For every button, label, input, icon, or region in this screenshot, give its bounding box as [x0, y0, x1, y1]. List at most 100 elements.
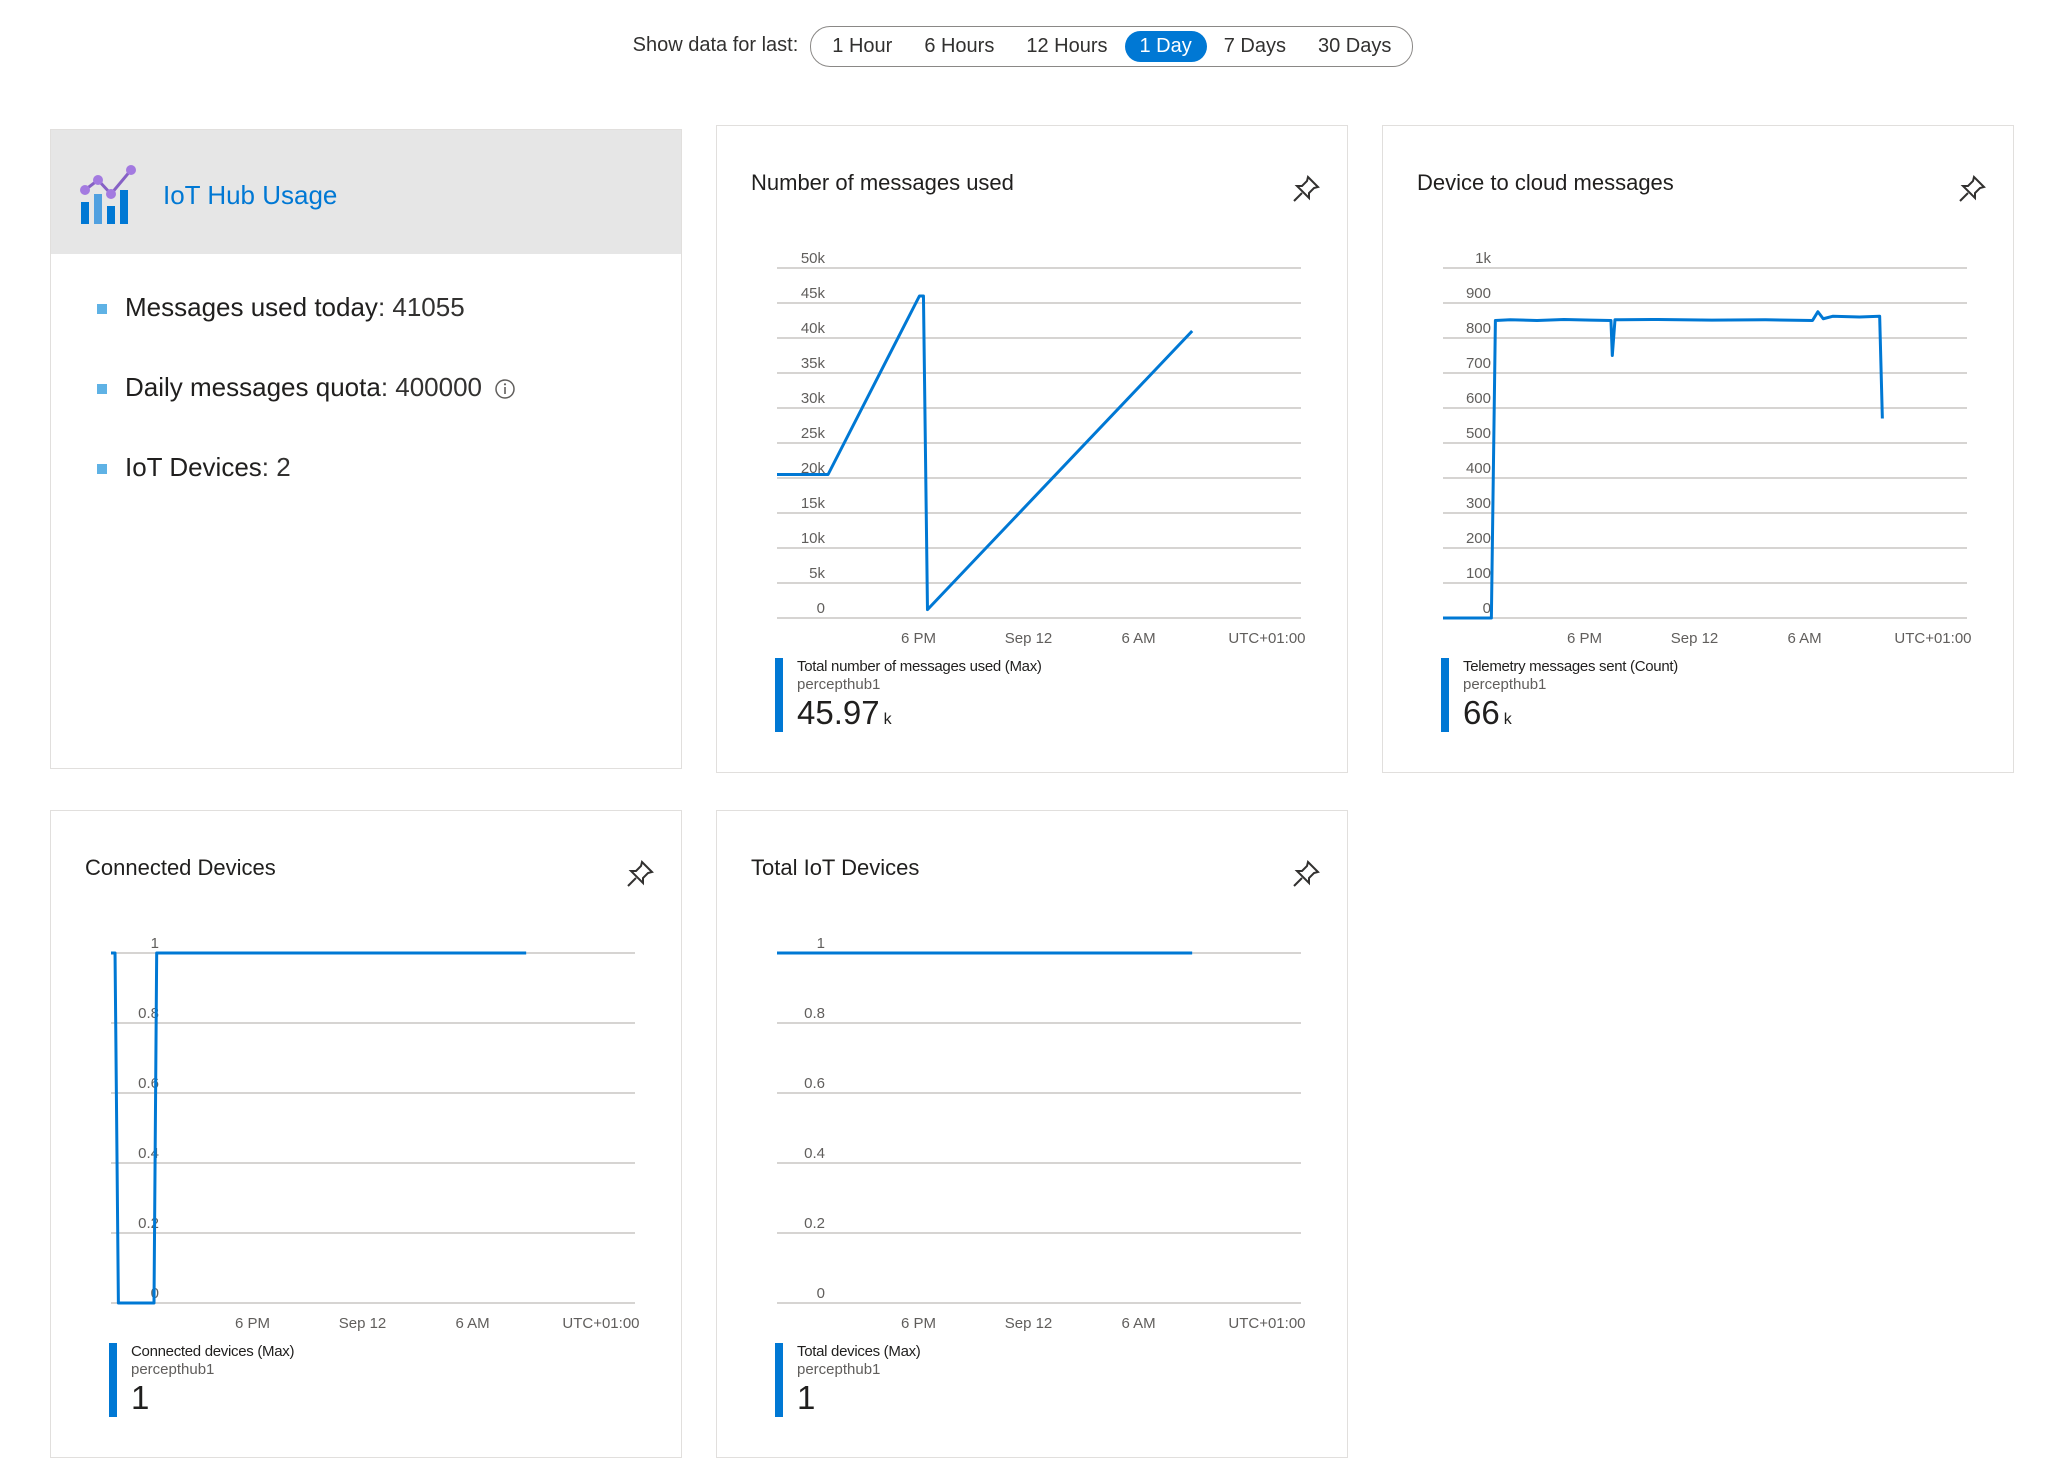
usage-item-key: IoT Devices	[125, 452, 262, 482]
x-tick-label: UTC+01:00	[1228, 630, 1305, 647]
chart-title: Device to cloud messages	[1417, 170, 1674, 195]
chart-tile-messages[interactable]: Number of messages used 0 5k 10k 15k 20k 25k 3…	[716, 125, 1348, 773]
y-tick-label: 600	[1466, 390, 1491, 407]
pin-icon[interactable]	[625, 859, 655, 889]
x-tick-label: 6 AM	[1787, 630, 1821, 647]
usage-item-value: : 41055	[377, 292, 465, 322]
y-tick-label: 0.8	[804, 1005, 825, 1022]
chart-legend[interactable]: Total devices (Max) percepthub1 1	[775, 1343, 921, 1417]
timeframe-12-hours[interactable]: 12 Hours	[1026, 35, 1108, 57]
timeframe-1-hour[interactable]: 1 Hour	[832, 35, 893, 57]
legend-resource: percepthub1	[1463, 676, 1547, 693]
y-tick-label: 30k	[801, 390, 826, 407]
legend-value: 1	[131, 1379, 294, 1424]
timeframe-30-days[interactable]: 30 Days	[1318, 35, 1392, 57]
y-tick-label: 20k	[801, 460, 826, 477]
chart-plot: 0 5k 10k 15k 20k 25k 30k 35k 40k 45k 50k 6 PM Sep 12…	[777, 250, 1306, 647]
x-tick-label: UTC+01:00	[562, 1315, 639, 1332]
usage-item-iot-devices: IoT Devices: 2	[97, 452, 516, 532]
timeframe-7-days[interactable]: 7 Days	[1223, 35, 1286, 57]
y-tick-label: 0	[1483, 600, 1491, 617]
legend-value: 66 k	[1463, 694, 1678, 739]
legend-resource: percepthub1	[131, 1361, 215, 1378]
legend-metric-name: Total number of messages used (Max)	[797, 658, 1042, 675]
usage-item-daily-quota: Daily messages quota: 400000	[97, 372, 516, 452]
y-tick-label: 0	[817, 600, 825, 617]
legend-value-unit: k	[1503, 711, 1512, 728]
series-line[interactable]	[1443, 310, 1884, 620]
chart-plot: 0 0.2 0.4 0.6 0.8 1 6 PM Sep 12 6 AM UTC+01:00	[777, 935, 1306, 1332]
y-tick-label: 1	[817, 935, 825, 952]
x-tick-label: 6 AM	[1121, 630, 1155, 647]
usage-item-value: : 400000	[380, 372, 483, 402]
legend-resource: percepthub1	[797, 676, 881, 693]
y-tick-label: 0.4	[804, 1145, 825, 1162]
y-tick-label: 0	[817, 1285, 825, 1302]
chart-legend[interactable]: Connected devices (Max) percepthub1 1	[109, 1343, 294, 1417]
chart-title: Total IoT Devices	[751, 855, 920, 880]
x-tick-label: 6 PM	[901, 630, 936, 647]
chart-title: Connected Devices	[85, 855, 276, 880]
y-tick-label: 45k	[801, 285, 826, 302]
chart-legend[interactable]: Total number of messages used (Max) perc…	[775, 658, 1042, 732]
usage-tile: IoT Hub Usage Messages used today: 41055…	[50, 129, 682, 769]
y-tick-label: 1	[151, 935, 159, 952]
x-tick-label: 6 PM	[1567, 630, 1602, 647]
y-tick-label: 25k	[801, 425, 826, 442]
y-tick-label: 35k	[801, 355, 826, 372]
usage-item-value: : 2	[261, 452, 291, 482]
x-tick-label: 6 AM	[1121, 1315, 1155, 1332]
timeframe-options: 1 Hour 6 Hours 12 Hours 1 Day 7 Days 30 …	[810, 26, 1414, 67]
chart-title: Number of messages used	[751, 170, 1014, 195]
y-tick-label: 15k	[801, 495, 826, 512]
series-line[interactable]	[777, 294, 1194, 612]
usage-chart-icon	[80, 165, 136, 224]
x-tick-label: UTC+01:00	[1228, 1315, 1305, 1332]
chart-tile-d2c[interactable]: Device to cloud messages 0 100 200 300 400 50…	[1382, 125, 2014, 773]
pin-icon[interactable]	[1291, 174, 1321, 204]
bullet-icon	[97, 464, 107, 474]
legend-metric-name: Connected devices (Max)	[131, 1343, 295, 1360]
bullet-icon	[97, 304, 107, 314]
timeframe-label: Show data for last:	[632, 34, 799, 56]
chart-plot: 00.20.40.60.816 PM Sep 12 6 AM UTC+01:00	[111, 935, 640, 1332]
y-tick-label: 10k	[801, 530, 826, 547]
y-tick-label: 500	[1466, 425, 1491, 442]
timeframe-selector: Show data for last: 1 Hour 6 Hours 12 Ho…	[0, 26, 2046, 67]
legend-value-number: 1	[797, 1379, 816, 1416]
x-tick-label: Sep 12	[1005, 1315, 1053, 1332]
y-tick-label: 40k	[801, 320, 826, 337]
timeframe-6-hours[interactable]: 6 Hours	[924, 35, 995, 57]
y-tick-label: 0.6	[804, 1075, 825, 1092]
legend-resource: percepthub1	[797, 1361, 881, 1378]
usage-title[interactable]: IoT Hub Usage	[163, 180, 338, 210]
chart-legend[interactable]: Telemetry messages sent (Count) percepth…	[1441, 658, 1678, 732]
x-tick-label: Sep 12	[1671, 630, 1719, 647]
x-tick-label: UTC+01:00	[1894, 630, 1971, 647]
legend-metric-name: Total devices (Max)	[797, 1343, 921, 1360]
pin-icon[interactable]	[1957, 174, 1987, 204]
usage-item-messages-today: Messages used today: 41055	[97, 292, 516, 372]
y-tick-label: 0.8	[138, 1005, 159, 1022]
chart-tile-connected[interactable]: Connected Devices 0 0.2 0.4 0.6 0.8 1 6 PM Sep …	[50, 810, 682, 1458]
y-tick-label: 100	[1466, 565, 1491, 582]
timeframe-1-day[interactable]: 1 Day	[1124, 31, 1207, 62]
x-tick-label: 6 AM	[455, 1315, 489, 1332]
x-tick-label: 6 PM	[901, 1315, 936, 1332]
y-tick-label: 300	[1466, 495, 1491, 512]
pin-icon[interactable]	[1291, 859, 1321, 889]
legend-value-number: 45.97	[797, 694, 880, 731]
y-tick-label: 700	[1466, 355, 1491, 372]
usage-item-key: Messages used today	[125, 292, 378, 322]
bullet-icon	[97, 384, 107, 394]
y-tick-label: 200	[1466, 530, 1491, 547]
legend-value-number: 66	[1463, 694, 1500, 731]
y-tick-label: 0.6	[138, 1075, 159, 1092]
chart-tile-total[interactable]: Total IoT Devices 0 0.2 0.4 0.6 0.8 1 6 PM Sep …	[716, 810, 1348, 1458]
series-line[interactable]	[111, 951, 527, 1305]
y-tick-label: 5k	[809, 565, 825, 582]
legend-value-unit: k	[883, 711, 892, 728]
y-tick-label: 0.2	[804, 1215, 825, 1232]
legend-value-number: 1	[131, 1379, 150, 1416]
info-icon[interactable]	[494, 378, 516, 400]
